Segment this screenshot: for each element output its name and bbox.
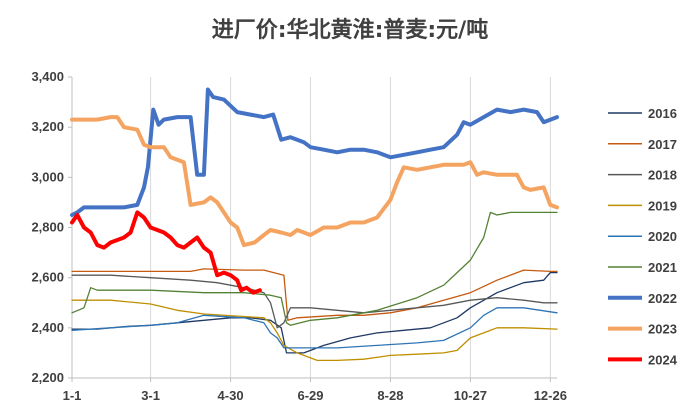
y-tick-label: 2,200 [31,370,64,385]
x-tick-label: 12-26 [534,388,567,403]
legend: 2016 2017 2018 2019 2020 2021 2022 2023 2024 [608,106,678,367]
series-line-2023 [70,115,559,248]
y-tick-label: 3,000 [31,169,64,184]
legend-label-2022: 2022 [648,291,677,306]
series-line-2018 [71,274,558,329]
legend-label-2019: 2019 [648,198,677,213]
legend-label-2020: 2020 [648,229,677,244]
series-line-2020 [71,307,558,349]
x-tick-label: 1-1 [63,388,82,403]
y-tick-label: 3,400 [31,69,64,84]
y-tick-label: 3,200 [31,119,64,134]
legend-label-2024: 2024 [648,352,678,367]
x-tick-label: 10-27 [454,388,487,403]
legend-label-2018: 2018 [648,168,677,183]
x-tick-label: 4-30 [218,388,244,403]
legend-label-2021: 2021 [648,260,677,275]
legend-label-2016: 2016 [648,106,677,121]
y-tick-label: 2,800 [31,220,64,235]
y-axis-ticks: 2,200 2,400 2,600 2,800 3,000 3,200 3,400 [31,69,72,385]
series-line-2017 [71,268,558,321]
series-line-2019 [71,299,558,362]
legend-label-2017: 2017 [648,137,677,152]
series-line-2021 [71,211,558,326]
legend-label-2023: 2023 [648,322,677,337]
series-line-2024 [70,210,262,295]
x-axis-ticks: 1-1 3-1 4-30 6-29 8-28 10-27 12-26 [63,378,567,403]
y-tick-label: 2,600 [31,270,64,285]
series-line-2022 [70,87,559,217]
series-line-2016 [71,271,558,354]
series-lines [70,87,559,362]
y-tick-label: 2,400 [31,320,64,335]
x-tick-label: 3-1 [141,388,160,403]
chart-title: 进厂价:华北黄淮:普麦:元/吨 [211,18,489,43]
x-tick-label: 6-29 [297,388,323,403]
x-tick-label: 8-28 [377,388,403,403]
